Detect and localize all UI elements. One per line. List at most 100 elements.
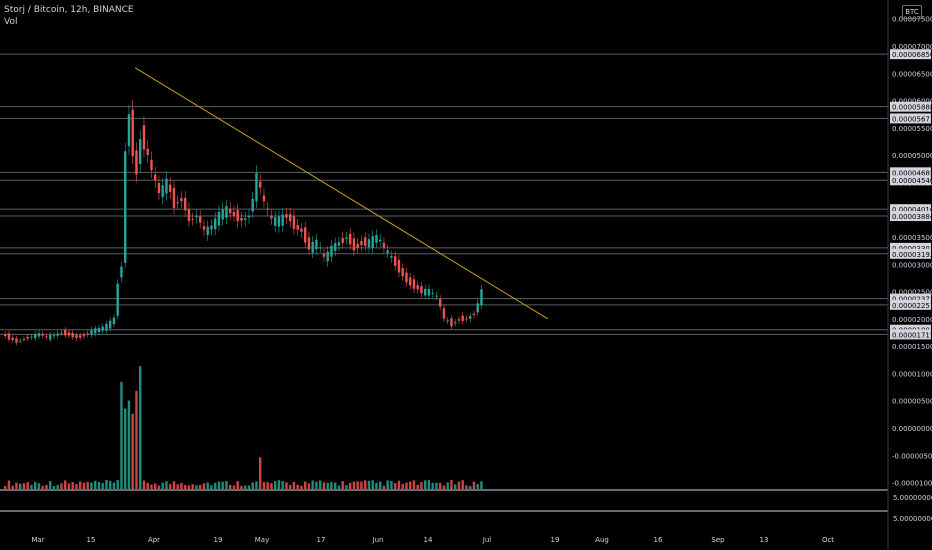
volume-bar	[97, 481, 101, 489]
candle-body	[210, 225, 213, 230]
volume-bar	[281, 481, 284, 489]
candle-body	[367, 239, 371, 248]
candle-body	[187, 208, 191, 222]
volume-bar	[420, 482, 423, 489]
candle-body	[386, 250, 389, 253]
volume-bar	[120, 381, 123, 489]
volume-bar	[274, 481, 277, 489]
candle-body	[480, 289, 483, 306]
trendline[interactable]	[134, 67, 549, 320]
candle-body	[469, 316, 472, 319]
volume-bar	[255, 481, 258, 489]
candle-body	[416, 285, 419, 290]
level-tag	[890, 49, 931, 60]
volume-bar	[266, 482, 269, 489]
y-tick-label: 0.00001000	[892, 370, 932, 378]
candle-body	[15, 338, 18, 343]
volume-bar	[191, 484, 194, 489]
candle-body	[315, 239, 318, 250]
volume-bar	[75, 484, 78, 489]
candle-body	[375, 235, 378, 243]
volume-bars	[4, 366, 483, 489]
volume-bar	[41, 485, 44, 489]
candle-body	[150, 159, 153, 171]
candle-body	[41, 334, 44, 336]
candle-body	[289, 214, 292, 222]
candle-body	[394, 256, 397, 266]
volume-bar	[457, 481, 461, 489]
x-tick-label: 15	[87, 536, 96, 544]
volume-bar	[476, 484, 479, 489]
volume-bar	[82, 482, 86, 489]
level-tag-label: 0.00001715	[892, 331, 932, 339]
volume-bar	[232, 485, 236, 489]
level-tag	[890, 113, 931, 124]
candle-body	[206, 226, 209, 236]
volume-bar	[379, 481, 382, 489]
x-tick-label: Jul	[482, 536, 492, 544]
y-tick-label: 0.00001500	[892, 343, 932, 351]
x-tick-label: Mar	[31, 536, 44, 544]
volume-bar	[244, 485, 247, 489]
candle-body	[165, 178, 168, 194]
level-tag-label: 0.00004540	[892, 177, 932, 185]
candle-body	[90, 329, 93, 335]
level-tag	[890, 167, 931, 178]
volume-bar	[94, 480, 97, 489]
candle-body	[424, 288, 427, 296]
volume-bar	[349, 482, 352, 489]
y-tick-label: 0.00005500	[892, 125, 932, 133]
volume-bar	[7, 480, 11, 489]
x-tick-label: Aug	[595, 536, 609, 544]
volume-bar	[52, 485, 56, 489]
currency-badge[interactable]: BTC	[902, 5, 922, 19]
candle-body	[161, 185, 164, 198]
volume-bar	[135, 390, 138, 489]
candle-body	[97, 327, 101, 333]
level-tag-label: 0.00002371	[892, 296, 932, 304]
candle-body	[364, 237, 367, 246]
candle-body	[30, 336, 33, 338]
volume-bar	[435, 482, 438, 489]
lower-axis-label: 5.00000000	[893, 494, 932, 502]
candle-body	[296, 224, 299, 230]
volume-bar	[64, 480, 67, 489]
volume-bar	[259, 457, 262, 489]
candle-body	[300, 228, 303, 232]
volume-bar	[311, 480, 314, 489]
candle-body	[371, 236, 374, 248]
candle-body	[311, 241, 314, 253]
volume-bar	[427, 480, 431, 489]
volume-bar	[424, 480, 427, 489]
volume-bar	[247, 485, 251, 489]
volume-bar	[139, 366, 142, 489]
volume-bar	[330, 482, 333, 489]
volume-bar	[319, 480, 322, 489]
candle-body	[22, 338, 26, 340]
x-tick-label: May	[255, 536, 269, 544]
x-tick-label: 19	[214, 536, 223, 544]
level-tag	[890, 293, 931, 304]
candle-body	[221, 209, 224, 220]
volume-bar	[206, 482, 209, 489]
candle-body	[199, 216, 202, 223]
candle-body	[109, 320, 112, 329]
candle-body	[7, 333, 11, 340]
candle-body	[101, 326, 104, 331]
volume-bar	[176, 484, 179, 489]
candle-body	[341, 237, 344, 243]
volume-bar	[304, 481, 307, 489]
candle-body	[382, 242, 386, 248]
candle-body	[146, 148, 149, 156]
level-tag	[890, 175, 931, 186]
volume-bar	[142, 480, 146, 489]
volume-bar	[416, 484, 419, 489]
volume-bar	[300, 485, 303, 489]
volume-bar	[251, 482, 254, 489]
candle-body	[262, 195, 266, 202]
candle-body	[236, 209, 239, 222]
volume-bar	[326, 482, 329, 489]
candle-body	[26, 336, 29, 339]
level-tag-label: 0.00003884	[892, 213, 932, 221]
